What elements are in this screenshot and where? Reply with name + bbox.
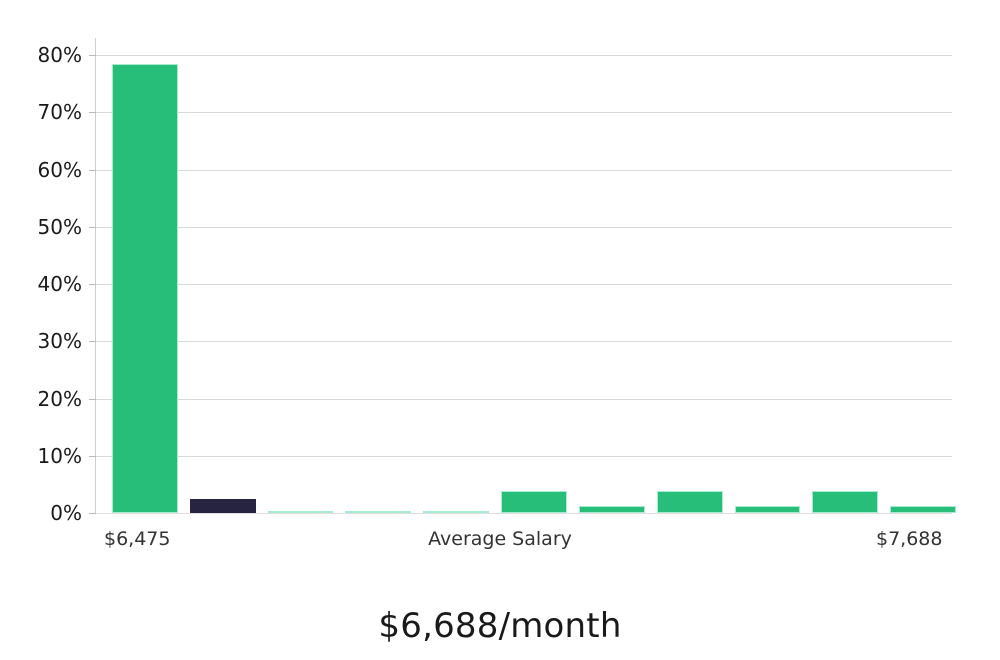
gridline bbox=[96, 398, 952, 400]
bar[interactable] bbox=[267, 511, 334, 513]
bar[interactable] bbox=[501, 491, 567, 513]
y-tick-mark bbox=[89, 55, 96, 56]
y-tick-label: 40% bbox=[37, 272, 82, 296]
bar[interactable] bbox=[423, 511, 490, 513]
bar[interactable] bbox=[812, 491, 879, 513]
gridline bbox=[96, 284, 952, 285]
y-tick-label: 10% bbox=[37, 443, 82, 468]
bar[interactable] bbox=[345, 511, 412, 513]
y-tick-mark bbox=[89, 398, 96, 400]
y-tick-mark bbox=[89, 455, 96, 457]
bar[interactable] bbox=[578, 505, 645, 513]
y-axis-line bbox=[95, 38, 96, 514]
footer-caption: $6,688/month bbox=[378, 606, 622, 646]
y-tick-label: 60% bbox=[37, 157, 82, 182]
x-tick-label-right: $7,688 bbox=[876, 528, 943, 550]
y-tick-label: 70% bbox=[37, 100, 82, 125]
bar[interactable] bbox=[890, 505, 956, 513]
gridline bbox=[96, 226, 952, 228]
y-tick-label: 0% bbox=[50, 501, 82, 525]
plot-area bbox=[96, 55, 956, 514]
gridline bbox=[96, 455, 952, 457]
gridline bbox=[96, 55, 952, 56]
y-tick-label: 30% bbox=[37, 329, 82, 354]
x-tick-label-left: $6,475 bbox=[104, 528, 171, 550]
y-tick-mark bbox=[89, 513, 96, 514]
y-tick-mark bbox=[89, 169, 96, 171]
y-tick-mark bbox=[89, 112, 96, 114]
bar[interactable] bbox=[656, 491, 723, 513]
bar[interactable] bbox=[189, 498, 256, 513]
y-tick-label: 50% bbox=[37, 214, 82, 239]
y-tick-mark bbox=[89, 284, 96, 285]
gridline bbox=[96, 341, 952, 343]
gridline bbox=[96, 169, 952, 171]
x-axis-title: Average Salary bbox=[428, 528, 572, 550]
gridline bbox=[96, 513, 952, 514]
gridline bbox=[96, 112, 952, 114]
y-tick-label: 80% bbox=[37, 43, 82, 67]
y-tick-mark bbox=[89, 341, 96, 343]
bar[interactable] bbox=[112, 64, 178, 513]
bar[interactable] bbox=[734, 505, 801, 513]
y-tick-label: 20% bbox=[37, 386, 82, 411]
y-tick-mark bbox=[89, 226, 96, 228]
